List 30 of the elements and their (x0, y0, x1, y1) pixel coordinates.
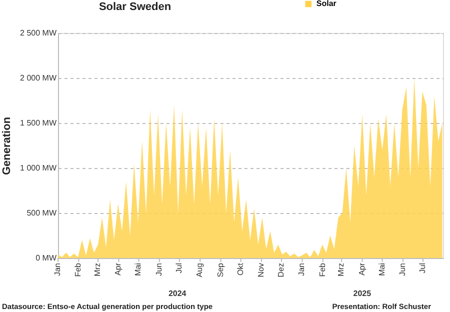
text: 2024 (168, 289, 187, 298)
y-tick-label: 1 000 MW (20, 164, 57, 172)
y-tick-label: 2 000 MW (20, 74, 57, 82)
x-tick-label: Apr (357, 262, 366, 276)
x-tick-label: Aug (195, 263, 204, 278)
x-tick-label: Dez (276, 263, 286, 278)
x-tick-label: Mai (377, 262, 386, 276)
x-tick-label: Mrz (336, 263, 346, 276)
x-tick-label: Jun (154, 263, 164, 276)
y-tick-label: 1 500 MW (20, 118, 57, 128)
x-tick-label: Sep (216, 262, 225, 278)
x-tick-label: Mai (134, 262, 143, 276)
y-tick-label: 2 500 MW (20, 28, 57, 38)
x-tick-label: Jan (53, 263, 62, 276)
x-tick-label: Feb (74, 262, 83, 277)
x-tick-label: Jun (398, 263, 407, 276)
x-tick-label: Okt (236, 262, 245, 276)
y-tick-label: 0 MW (36, 254, 57, 262)
x-tick-label: Mrz (93, 263, 102, 276)
text: 2025 (353, 289, 372, 298)
legend-label: Solar (316, 0, 336, 8)
x-tick-label: Jan (297, 263, 306, 276)
x-tick-label: Jul (418, 262, 427, 274)
y-axis-title: Generation (1, 116, 14, 176)
x-tick-label: Nov (256, 263, 266, 278)
x-tick-label: Jul (174, 262, 184, 274)
y-tick-label: 500 MW (26, 208, 57, 218)
x-tick-label: Feb (318, 262, 327, 277)
chart-title: Solar Sweden (98, 1, 172, 13)
x-tick-label: Apr (114, 262, 123, 276)
